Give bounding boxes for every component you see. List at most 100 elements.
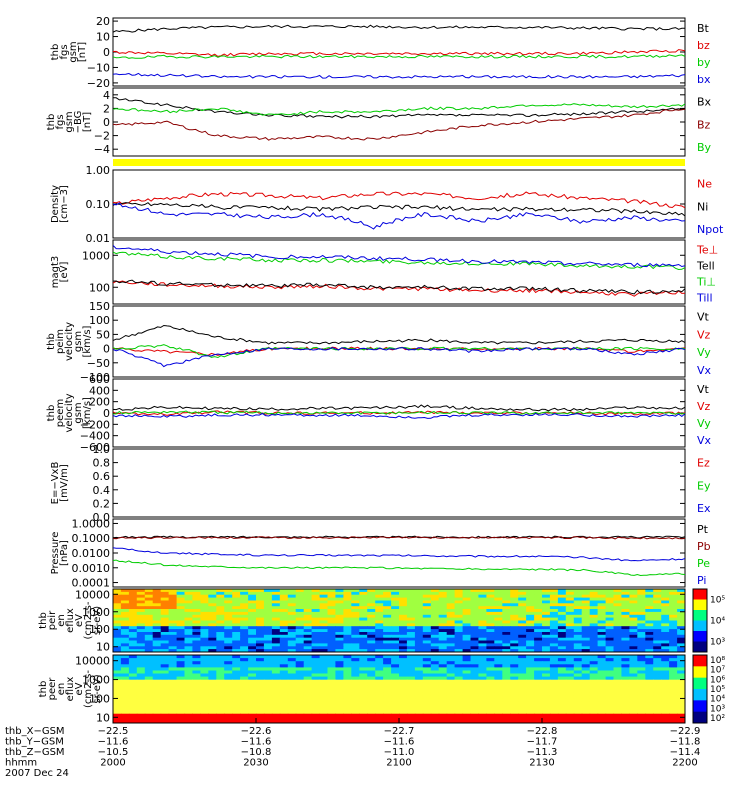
spectrogram-cell bbox=[271, 609, 281, 613]
spectrogram-cell bbox=[661, 713, 670, 718]
spectrogram-cell bbox=[581, 597, 591, 602]
spectrogram-cell bbox=[502, 632, 511, 636]
ephemeris-value: 2000 bbox=[100, 758, 125, 769]
spectrogram-cell bbox=[549, 658, 559, 662]
spectrogram-cell bbox=[311, 679, 321, 684]
spectrogram-cell bbox=[208, 658, 217, 662]
spectrogram-cell bbox=[248, 623, 257, 627]
spectrogram-cell bbox=[510, 701, 519, 706]
spectrogram-cell bbox=[200, 719, 209, 723]
spectrogram-cell bbox=[510, 664, 519, 668]
spectrogram-cell bbox=[216, 614, 225, 619]
spectrogram-cell bbox=[232, 623, 241, 627]
spectrogram-cell bbox=[470, 682, 479, 687]
spectrogram-cell bbox=[144, 614, 154, 619]
spectrogram-cell bbox=[351, 640, 360, 644]
spectrogram-cell bbox=[383, 670, 392, 675]
spectrogram-cell bbox=[168, 692, 178, 696]
spectrogram-cell bbox=[446, 704, 456, 709]
spectrogram-cell bbox=[359, 640, 368, 644]
spectrogram-cell bbox=[542, 658, 551, 662]
spectrogram-cell bbox=[208, 594, 217, 599]
y-tick-label: 0 bbox=[103, 343, 110, 356]
spectrogram-cell bbox=[319, 614, 329, 619]
spectrogram-cell bbox=[510, 617, 519, 622]
spectrogram-cell bbox=[303, 643, 313, 647]
spectrogram-cell bbox=[128, 626, 138, 630]
spectrogram-cell bbox=[113, 649, 122, 652]
spectrogram-cell bbox=[224, 676, 233, 681]
spectrogram-cell bbox=[653, 685, 662, 690]
spectrogram-cell bbox=[478, 661, 487, 665]
spectrogram-cell bbox=[478, 679, 487, 684]
spectrogram-cell bbox=[184, 632, 193, 636]
spectrogram-cell bbox=[367, 649, 376, 652]
spectrogram-cell bbox=[144, 704, 154, 709]
spectrogram-cell bbox=[414, 649, 424, 652]
y-tick-label: −400 bbox=[80, 430, 110, 443]
spectrogram-cell bbox=[311, 589, 321, 593]
spectrogram-cell bbox=[327, 713, 336, 718]
spectrogram-cell bbox=[391, 629, 400, 633]
spectrogram-cell bbox=[422, 649, 432, 652]
spectrogram-cell bbox=[208, 591, 217, 596]
spectrogram-cell bbox=[144, 626, 154, 630]
spectrogram-cell bbox=[557, 626, 567, 630]
spectrogram-cell bbox=[542, 673, 551, 678]
spectrogram-cell bbox=[248, 692, 257, 696]
spectrogram-cell bbox=[351, 597, 360, 602]
spectrogram-cell bbox=[295, 609, 305, 613]
spectrogram-cell bbox=[637, 614, 646, 619]
spectrogram-cell bbox=[502, 589, 511, 593]
spectrogram-cell bbox=[470, 658, 479, 662]
spectrogram-cell bbox=[438, 606, 448, 610]
spectrogram-cell bbox=[526, 646, 535, 650]
spectrogram-cell bbox=[184, 649, 193, 652]
spectrogram-cell bbox=[462, 617, 472, 622]
spectrogram-cell bbox=[518, 710, 527, 715]
spectrogram-cell bbox=[478, 623, 487, 627]
spectrogram-cell bbox=[168, 679, 178, 684]
spectrogram-cell bbox=[406, 658, 416, 662]
spectrogram-cell bbox=[319, 637, 329, 642]
spectrogram-cell bbox=[629, 658, 638, 662]
spectrogram-cell bbox=[128, 710, 138, 715]
spectrogram-cell bbox=[478, 603, 487, 607]
spectrogram-cell bbox=[486, 673, 495, 678]
spectrogram-cell bbox=[669, 676, 678, 681]
spectrogram-cell bbox=[120, 689, 130, 693]
spectrogram-cell bbox=[287, 679, 297, 684]
panel-peer-spectrogram: 10⁸10⁷10⁶10⁵10⁴10³10²10000100010010thbpe… bbox=[38, 654, 725, 724]
spectrogram-cell bbox=[184, 591, 193, 596]
y-tick-label: 10 bbox=[96, 641, 110, 654]
spectrogram-cell bbox=[383, 701, 392, 706]
spectrogram-cell bbox=[216, 661, 225, 665]
spectrogram-cell bbox=[438, 689, 448, 693]
spectrogram-cell bbox=[518, 713, 527, 718]
spectrogram-cell bbox=[113, 698, 122, 702]
spectrogram-cell bbox=[462, 673, 472, 678]
spectrogram-cell bbox=[518, 649, 527, 652]
spectrogram-cell bbox=[351, 685, 360, 690]
spectrogram-cell bbox=[406, 679, 416, 684]
spectrogram-cell bbox=[581, 689, 591, 693]
spectrogram-cell bbox=[446, 626, 456, 630]
spectrogram-cell bbox=[589, 698, 599, 702]
spectrogram-cell bbox=[248, 597, 257, 602]
spectrogram-cell bbox=[430, 682, 440, 687]
spectrogram-cell bbox=[438, 670, 448, 675]
spectrogram-cell bbox=[605, 692, 615, 696]
colorbar-frame bbox=[692, 588, 708, 653]
spectrogram-cell bbox=[359, 673, 368, 678]
spectrogram-cell bbox=[542, 611, 551, 616]
spectrogram-cell bbox=[279, 716, 289, 721]
spectrogram-cell bbox=[383, 634, 392, 639]
spectrogram-cell bbox=[224, 713, 233, 718]
spectrogram-cell bbox=[232, 597, 241, 602]
spectrogram-cell bbox=[144, 637, 154, 642]
y-axis-label: [km/s] bbox=[82, 325, 93, 357]
spectrogram-cell bbox=[248, 640, 257, 644]
spectrogram-cell bbox=[248, 673, 257, 678]
spectrogram-cell bbox=[287, 632, 297, 636]
y-axis-label: [nT] bbox=[77, 42, 88, 62]
